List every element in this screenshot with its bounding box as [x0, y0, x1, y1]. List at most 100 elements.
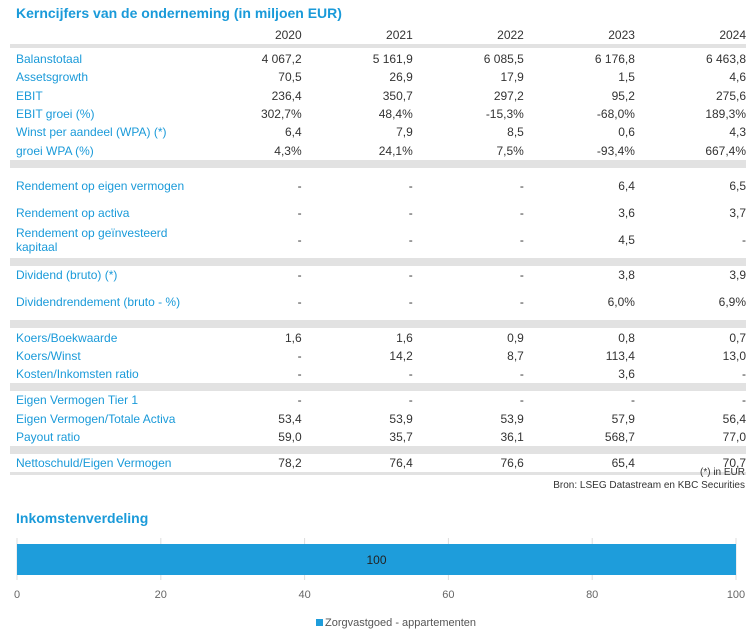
table-row: Nettoschuld/Eigen Vermogen 78,2 76,4 76,6 65…	[10, 454, 746, 472]
row-label: Koers/Winst	[16, 348, 81, 363]
table-row: Dividend (bruto) (*) - - - 3,8 3,9	[10, 266, 746, 284]
cell-value: 275,6	[716, 88, 747, 103]
cell-value: 4,3%	[274, 143, 302, 158]
year-header: 2021	[386, 28, 413, 42]
group-separator	[10, 320, 746, 329]
cell-value: 14,2	[389, 348, 413, 363]
cell-value: -	[408, 367, 413, 382]
cell-value: 6,5	[729, 178, 747, 193]
cell-value: -	[519, 393, 524, 408]
table-row: Balanstotaal 4 067,2 5 161,9 6 085,5 6 176,8…	[10, 50, 746, 68]
group-separator	[10, 258, 746, 267]
key-figures-table: 2020 2021 2022 2023 2024 Balanstotaal 4 067,2 5…	[10, 28, 747, 476]
cell-value: -68,0%	[596, 107, 635, 122]
cell-value: 3,7	[729, 205, 747, 220]
cell-value: 3,6	[618, 205, 635, 220]
table-row: EBIT groei (%) 302,7% 48,4% -15,3% -68,0% 189…	[10, 105, 746, 123]
table-row: Dividendrendement (bruto - %) - - - 6,0% 6,9%	[10, 284, 746, 320]
row-label: Dividend (bruto) (*)	[16, 268, 118, 283]
cell-value: 4,3	[729, 125, 747, 140]
cell-value: 6,4	[284, 125, 302, 140]
cell-value: 26,9	[389, 70, 413, 85]
year-header: 2024	[719, 28, 747, 42]
cell-value: -	[519, 205, 524, 220]
group-separator	[10, 383, 746, 392]
cell-value: -	[297, 233, 302, 248]
cell-value: 35,7	[389, 430, 413, 444]
row-label: EBIT groei (%)	[16, 107, 95, 122]
table-row: Assetsgrowth 70,5 26,9 17,9 1,5 4,6	[10, 68, 746, 86]
cell-value: -	[742, 393, 747, 408]
cell-value: 78,2	[278, 456, 302, 471]
cell-value: 4,5	[618, 233, 635, 248]
cell-value: 667,4%	[705, 143, 747, 158]
cell-value: -	[519, 367, 524, 382]
cell-value: -	[297, 295, 302, 310]
cell-value: 350,7	[382, 88, 413, 103]
row-label: groei WPA (%)	[16, 143, 94, 158]
cell-value: -	[297, 348, 302, 363]
x-tick-label: 0	[14, 589, 20, 601]
row-label: Rendement op activa	[16, 205, 130, 220]
cell-value: 53,9	[500, 411, 524, 426]
data-label: 100	[366, 553, 386, 567]
cell-value: -	[519, 295, 524, 310]
x-tick-label: 40	[298, 589, 310, 601]
cell-value: -	[408, 393, 413, 408]
x-tick-label: 100	[727, 589, 745, 601]
x-tick-label: 80	[586, 589, 598, 601]
row-label: Eigen Vermogen Tier 1	[16, 393, 139, 408]
cell-value: 70,5	[278, 70, 302, 85]
cell-value: -	[408, 268, 413, 283]
table-header: 2020 2021 2022 2023 2024	[10, 28, 746, 48]
cell-value: 95,2	[611, 88, 635, 103]
cell-value: -	[519, 178, 524, 193]
cell-value: 70,7	[722, 456, 747, 471]
source-note: Bron: LSEG Datastream en KBC Securities	[553, 480, 745, 491]
year-header: 2020	[274, 28, 302, 42]
cell-value: 6 085,5	[483, 52, 524, 67]
cell-value: 59,0	[278, 430, 302, 444]
cell-value: 0,9	[507, 330, 524, 345]
table-notes: (*) in EUR Bron: LSEG Datastream en KBC …	[553, 466, 745, 492]
cell-value: -	[297, 205, 302, 220]
cell-value: -	[297, 393, 302, 408]
cell-value: 3,6	[618, 367, 635, 382]
year-header: 2023	[608, 28, 635, 42]
cell-value: 6,0%	[607, 295, 635, 310]
cell-value: 76,4	[389, 456, 413, 471]
cell-value: 24,1%	[378, 143, 413, 158]
table-row: Koers/Winst - 14,2 8,7 113,4 13,0	[10, 347, 746, 365]
table-row: Koers/Boekwaarde 1,6 1,6 0,9 0,8 0,7	[10, 328, 746, 346]
legend-label: Zorgvastgoed - appartementen	[325, 617, 476, 629]
cell-value: 0,8	[618, 330, 635, 345]
cell-value: 189,3%	[705, 107, 747, 122]
cell-value: 76,6	[500, 456, 524, 471]
cell-value: 56,4	[722, 411, 747, 426]
row-label: EBIT	[16, 88, 43, 103]
row-label: Winst per aandeel (WPA) (*)	[16, 125, 167, 140]
table-row: Rendement op eigen vermogen - - - 6,4 6,5	[10, 168, 746, 204]
cell-value: -15,3%	[485, 107, 524, 122]
cell-value: 6 176,8	[594, 52, 635, 67]
cell-value: 4 067,2	[261, 52, 302, 67]
row-label: Rendement op geïnvesteerd kapitaal	[16, 226, 168, 255]
cell-value: 6,9%	[718, 295, 747, 310]
cell-value: 53,4	[278, 411, 302, 426]
row-label: Assetsgrowth	[16, 70, 89, 85]
year-header: 2022	[497, 28, 524, 42]
cell-value: 297,2	[493, 88, 524, 103]
table-row: Rendement op activa - - - 3,6 3,7	[10, 204, 746, 222]
cell-value: -	[297, 367, 302, 382]
x-tick-label: 60	[442, 589, 454, 601]
cell-value: 8,5	[507, 125, 524, 140]
cell-value: -	[297, 268, 302, 283]
table-row: EBIT 236,4 350,7 297,2 95,2 275,6	[10, 87, 746, 105]
cell-value: -	[408, 205, 413, 220]
cell-value: 65,4	[611, 456, 635, 471]
legend-swatch	[316, 619, 323, 626]
cell-value: -	[408, 295, 413, 310]
cell-value: 4,6	[729, 70, 747, 85]
cell-value: -	[519, 268, 524, 283]
footnote: (*) in EUR	[699, 467, 745, 478]
